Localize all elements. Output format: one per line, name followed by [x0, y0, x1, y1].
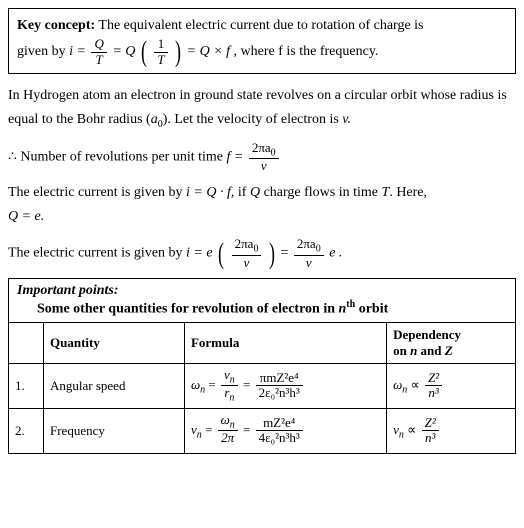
important-subheader: Some other quantities for revolution of …: [17, 299, 507, 318]
row-quantity: Angular speed: [44, 363, 185, 408]
row-dependency: vn ∝ Z²n³: [387, 408, 516, 453]
row-formula: ωn = vnrn = πmZ²e⁴2ε₀²n³h³: [184, 363, 386, 408]
col-header-dependency: Dependencyon n and Z: [387, 322, 516, 363]
paren-right-icon: ): [175, 40, 181, 64]
paren-left-icon: (: [141, 40, 147, 64]
col-header-formula: Formula: [184, 322, 386, 363]
paragraph-2: ∴ Number of revolutions per unit time f …: [8, 141, 516, 174]
fraction-p5-1: 2πa0 v: [232, 237, 262, 270]
key-concept-text2: given by: [17, 44, 69, 59]
row-num: 1.: [9, 363, 44, 408]
key-concept-tail: , where f is the frequency.: [234, 44, 379, 59]
key-concept-label: Key concept:: [17, 18, 95, 33]
paragraph-5: The electric current is given by i = e (…: [8, 237, 516, 270]
fraction-q-t: Q T: [91, 37, 106, 67]
table-row: 2.Frequencyvn = ωn2π = mZ²e⁴4ε₀²n³h³vn ∝…: [9, 408, 516, 453]
paren-right-icon: ): [269, 242, 275, 266]
quantities-table: Quantity Formula Dependencyon n and Z 1.…: [8, 322, 516, 454]
paren-left-icon: (: [218, 242, 224, 266]
row-num: 2.: [9, 408, 44, 453]
fraction-2pia-v: 2πa0 v: [249, 141, 279, 174]
important-label: Important points:: [17, 283, 507, 299]
table-row: 1.Angular speedωn = vnrn = πmZ²e⁴2ε₀²n³h…: [9, 363, 516, 408]
table-header-row: Quantity Formula Dependencyon n and Z: [9, 322, 516, 363]
row-quantity: Frequency: [44, 408, 185, 453]
important-box: Important points: Some other quantities …: [8, 278, 516, 322]
fraction-p5-2: 2πa0 v: [294, 237, 324, 270]
col-header-quantity: Quantity: [44, 322, 185, 363]
row-formula: vn = ωn2π = mZ²e⁴4ε₀²n³h³: [184, 408, 386, 453]
row-dependency: ωn ∝ Z²n³: [387, 363, 516, 408]
key-concept-equation: i = Q T = Q ( 1 T ) = Q × f: [69, 44, 233, 59]
paragraph-3: The electric current is given by i = Q ·…: [8, 181, 516, 229]
col-header-num: [9, 322, 44, 363]
key-concept-text1: The equivalent electric current due to r…: [98, 18, 423, 33]
key-concept-box: Key concept: The equivalent electric cur…: [8, 8, 516, 74]
paragraph-1: In Hydrogen atom an electron in ground s…: [8, 84, 516, 133]
fraction-1-t: 1 T: [154, 37, 167, 67]
